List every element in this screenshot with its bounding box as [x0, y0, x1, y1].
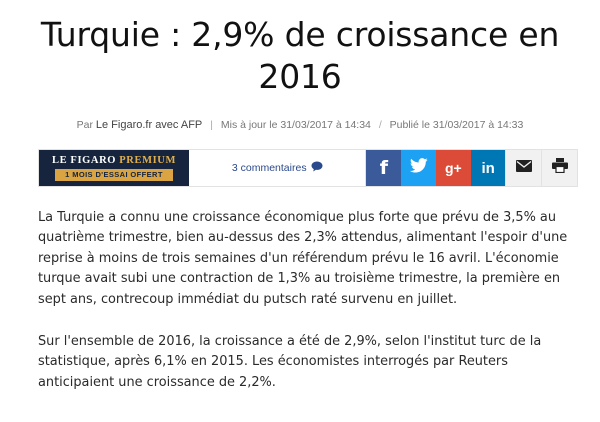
linkedin-icon: in [481, 159, 495, 177]
article-body: La Turquie a connu une croissance économ… [38, 208, 574, 415]
premium-brand-name: LE FIGARO [52, 155, 117, 166]
premium-offer: 1 MOIS D'ESSAI OFFERT [55, 169, 173, 181]
premium-brand: LE FIGARO PREMIUM [52, 155, 176, 167]
byline-prefix: Par [76, 119, 93, 131]
email-share-button[interactable] [505, 150, 542, 186]
twitter-icon [409, 158, 428, 178]
print-button[interactable] [541, 150, 577, 186]
google-plus-share-button[interactable]: g+ [435, 150, 471, 186]
comment-bubble-icon [311, 161, 323, 175]
byline: Par Le Figaro.fr avec AFP | Mis à jour l… [0, 119, 600, 131]
byline-published: Publié le 31/03/2017 à 14:33 [389, 119, 524, 131]
printer-icon [551, 158, 568, 178]
byline-separator-slash: / [378, 119, 382, 131]
byline-source[interactable]: Le Figaro.fr avec AFP [95, 119, 203, 131]
comments-link[interactable]: 3 commentaires [188, 150, 367, 186]
premium-brand-suffix: PREMIUM [119, 155, 176, 166]
share-toolbar: LE FIGARO PREMIUM 1 MOIS D'ESSAI OFFERT … [38, 149, 578, 187]
google-plus-icon: g+ [444, 160, 462, 176]
byline-separator: | [210, 119, 213, 131]
facebook-icon: f [379, 157, 388, 179]
premium-trial-banner[interactable]: LE FIGARO PREMIUM 1 MOIS D'ESSAI OFFERT [39, 150, 189, 186]
envelope-icon [515, 159, 532, 177]
comments-count-label: 3 commentaires [231, 162, 307, 174]
linkedin-share-button[interactable]: in [470, 150, 506, 186]
article-paragraph: Sur l'ensemble de 2016, la croissance a … [38, 334, 542, 390]
article-paragraph: La Turquie a connu une croissance économ… [38, 210, 568, 307]
article-title: Turquie : 2,9% de croissance en 2016 [40, 15, 560, 96]
facebook-share-button[interactable]: f [366, 150, 402, 186]
byline-updated: Mis à jour le 31/03/2017 à 14:34 [220, 119, 371, 131]
twitter-share-button[interactable] [401, 150, 436, 186]
